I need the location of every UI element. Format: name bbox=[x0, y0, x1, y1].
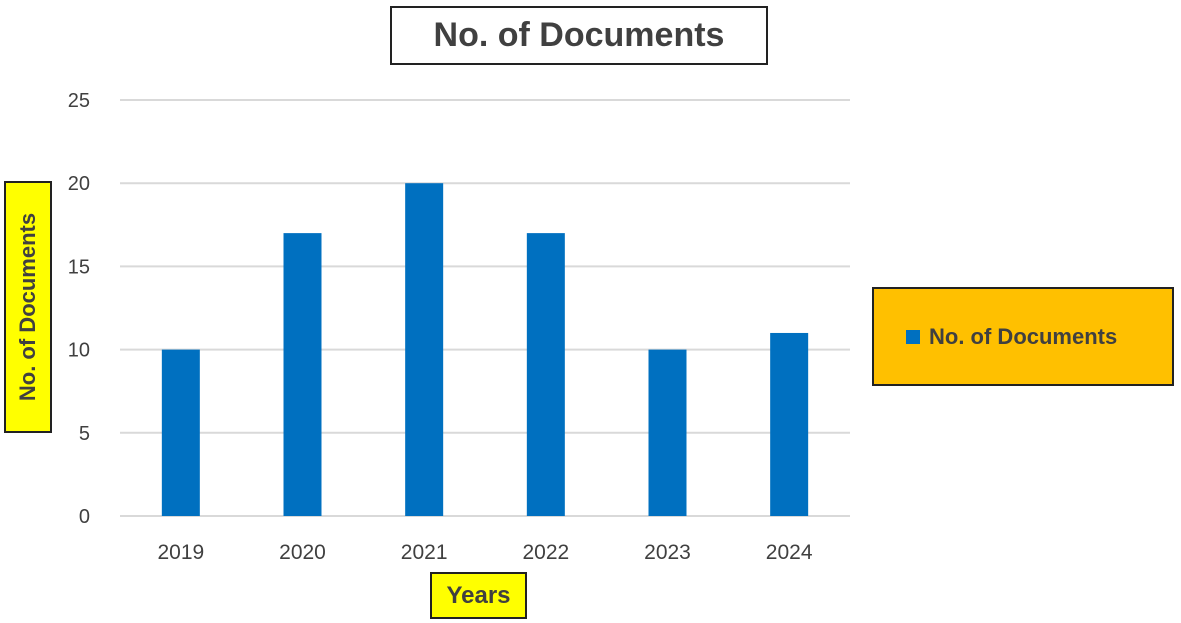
y-tick-label: 25 bbox=[68, 90, 90, 112]
x-tick-label: 2022 bbox=[522, 541, 569, 564]
y-tick-label: 10 bbox=[68, 340, 90, 362]
bar bbox=[405, 183, 444, 516]
x-tick-label: 2020 bbox=[279, 541, 326, 564]
x-tick-label: 2021 bbox=[401, 541, 448, 564]
bar bbox=[526, 233, 565, 516]
legend: No. of Documents bbox=[872, 287, 1174, 386]
y-tick-label: 0 bbox=[79, 506, 90, 528]
chart-title-box: No. of Documents bbox=[390, 6, 768, 65]
chart-title: No. of Documents bbox=[433, 16, 725, 54]
legend-swatch bbox=[906, 329, 920, 344]
x-tick-label: 2023 bbox=[644, 541, 691, 564]
x-axis-label-box: Years bbox=[430, 572, 527, 619]
bar bbox=[161, 349, 200, 516]
bar bbox=[283, 233, 322, 516]
y-tick-label: 5 bbox=[79, 423, 90, 445]
y-tick-label: 20 bbox=[68, 173, 90, 195]
legend-label: No. of Documents bbox=[929, 323, 1118, 349]
y-axis-label-box: No. of Documents bbox=[4, 181, 52, 433]
x-tick-label: 2024 bbox=[766, 541, 813, 564]
x-tick-label: 2019 bbox=[157, 541, 204, 564]
y-tick-label: 15 bbox=[68, 256, 90, 278]
bar bbox=[648, 349, 687, 516]
x-axis-label: Years bbox=[446, 581, 511, 609]
bar bbox=[770, 332, 809, 516]
y-axis-label: No. of Documents bbox=[15, 212, 40, 402]
